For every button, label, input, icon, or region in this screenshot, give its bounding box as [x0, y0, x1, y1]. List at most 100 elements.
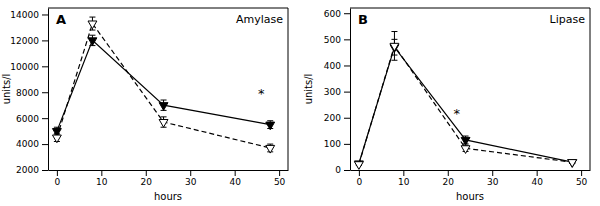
tick-label: 10000 — [10, 62, 39, 72]
series — [354, 32, 576, 170]
marker — [568, 160, 577, 168]
tick: 12000 — [10, 36, 48, 46]
tick-label: 0 — [357, 177, 363, 187]
plot-area — [52, 17, 274, 153]
tick: 400 — [324, 61, 350, 71]
error-bar-cap — [54, 133, 60, 134]
tick-mark — [235, 170, 236, 176]
tick: 10 — [96, 170, 108, 187]
marker — [88, 38, 97, 46]
tick-mark — [42, 14, 48, 15]
axis-line — [351, 170, 591, 171]
y-axis: 2000400060008000100001200014000 — [10, 9, 48, 176]
tick-label: 0 — [55, 177, 61, 187]
plot-frame — [590, 8, 591, 170]
marker — [52, 135, 61, 143]
tick: 300 — [324, 87, 350, 97]
y-axis-title: units/l — [303, 74, 314, 105]
tick: 200 — [324, 113, 350, 123]
tick: 100 — [324, 139, 350, 149]
tick-mark — [344, 13, 350, 14]
series — [52, 17, 274, 153]
x-axis-title: hours — [456, 191, 484, 202]
tick-label: 50 — [274, 177, 286, 187]
tick-mark — [581, 170, 582, 176]
marker — [266, 122, 275, 130]
tick: 2000 — [16, 165, 48, 175]
tick-label: 40 — [531, 177, 543, 187]
tick-mark — [57, 170, 58, 176]
tick-label: 30 — [185, 177, 197, 187]
y-axis-title: units/l — [1, 74, 12, 105]
tick-mark — [344, 65, 350, 66]
tick-label: 20 — [141, 177, 153, 187]
tick: 0 — [335, 165, 350, 175]
x-axis: 0 10 20 30 40 50 — [351, 170, 591, 187]
annotation: * — [258, 86, 265, 101]
tick-label: 20 — [443, 177, 455, 187]
tick-label: 30 — [487, 177, 499, 187]
tick-label: 6000 — [16, 114, 39, 124]
tick-mark — [279, 170, 280, 176]
tick-label: 12000 — [10, 36, 39, 46]
marker — [354, 161, 363, 169]
tick-label: 8000 — [16, 88, 39, 98]
plot-frame — [288, 8, 289, 170]
plot-frame — [48, 8, 288, 9]
plot-area — [354, 32, 576, 170]
tick-mark — [344, 144, 350, 145]
error-bar-cap — [89, 17, 95, 18]
marker — [159, 119, 168, 127]
tick-label: 200 — [324, 113, 341, 123]
series — [52, 35, 274, 136]
tick-mark — [492, 170, 493, 176]
tick: 4000 — [16, 139, 48, 149]
tick-mark — [448, 170, 449, 176]
line — [359, 46, 572, 164]
y-axis: 0 100 200 300 400 500 600 — [324, 9, 351, 176]
tick-mark — [42, 40, 48, 41]
tick-label: 300 — [324, 87, 341, 97]
line — [359, 47, 572, 163]
error-bar-cap — [161, 116, 167, 117]
tick-mark — [190, 170, 191, 176]
tick: 40 — [531, 170, 543, 187]
title: Amylase — [236, 13, 283, 26]
title: Lipase — [550, 13, 586, 26]
panel-label: B — [358, 12, 368, 27]
tick-label: 40 — [229, 177, 241, 187]
panel-label: A — [56, 12, 66, 27]
tick: 0 — [357, 170, 363, 187]
error-bar-cap — [267, 120, 273, 121]
tick: 50 — [274, 170, 286, 187]
error-bar-cap — [391, 31, 397, 32]
tick-label: 50 — [576, 177, 588, 187]
tick: 8000 — [16, 88, 48, 98]
tick-mark — [344, 170, 350, 171]
tick-mark — [344, 39, 350, 40]
tick-label: 400 — [324, 61, 341, 71]
tick-label: 10 — [398, 177, 410, 187]
axis-line — [49, 170, 289, 171]
annotation: * — [453, 106, 460, 121]
tick-label: 600 — [324, 9, 341, 19]
x-axis-title: hours — [154, 191, 182, 202]
tick-mark — [42, 118, 48, 119]
tick-label: 100 — [324, 139, 341, 149]
tick-label: 500 — [324, 35, 341, 45]
series — [354, 39, 576, 168]
tick: 50 — [576, 170, 588, 187]
tick-mark — [537, 170, 538, 176]
error-bar-cap — [391, 60, 397, 61]
tick: 20 — [141, 170, 153, 187]
panel: 010203040500100200300400500600hoursunits… — [303, 8, 591, 202]
tick-mark — [344, 118, 350, 119]
marker — [159, 103, 168, 111]
line — [57, 40, 270, 131]
line — [57, 24, 270, 148]
marker — [568, 160, 577, 168]
tick-mark — [42, 170, 48, 171]
marker — [266, 145, 275, 153]
marker — [88, 21, 97, 29]
marker — [461, 146, 470, 154]
